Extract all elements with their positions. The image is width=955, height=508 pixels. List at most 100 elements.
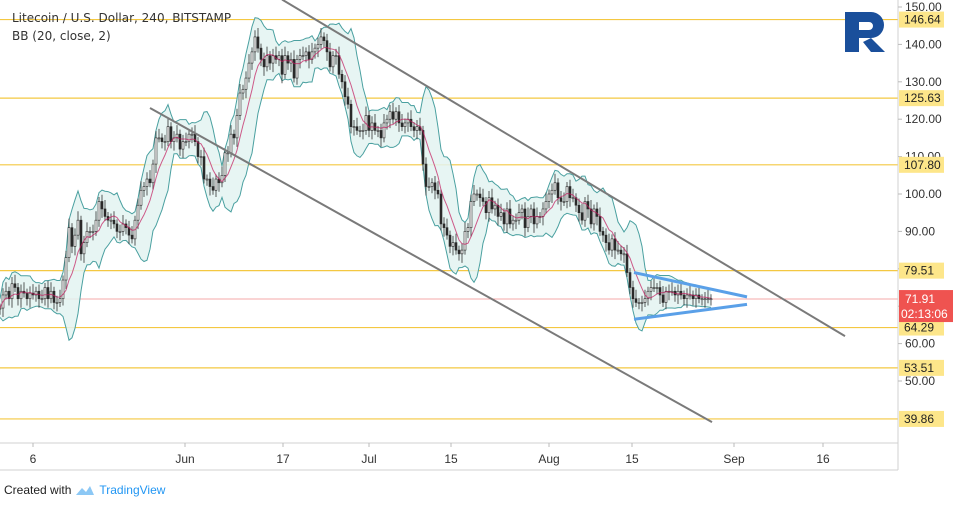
candle-body	[547, 193, 551, 202]
candle-body	[238, 92, 242, 116]
candle-body	[421, 130, 425, 165]
x-axis[interactable]: 6 Jun 17 Jul 15 Aug 15 Sep 16	[30, 443, 830, 466]
x-tick-label: 6	[30, 452, 37, 466]
candle-body	[73, 234, 77, 247]
candle-body	[358, 130, 362, 132]
candle-body	[94, 219, 98, 232]
chart-title: Litecoin / U.S. Dollar, 240, BITSTAMP	[12, 11, 232, 25]
candle-body	[448, 234, 452, 247]
candle-body	[55, 302, 59, 304]
candle-body	[298, 55, 302, 60]
candle-body	[196, 141, 200, 157]
footer-credit[interactable]: Created with TradingView	[4, 483, 165, 497]
candle-body	[163, 141, 167, 143]
candle-body	[229, 133, 233, 154]
triangle-trendline[interactable]	[633, 302, 748, 321]
candle-body	[34, 290, 38, 296]
candle-body	[451, 242, 455, 247]
candle-body	[70, 227, 74, 247]
candle-body	[283, 55, 287, 75]
level-tag-bg	[899, 156, 944, 173]
level-tag-label: 146.64	[904, 13, 941, 27]
candle-body	[253, 36, 257, 53]
candle-body	[700, 298, 704, 301]
level-tag-bg	[899, 90, 944, 107]
candle-body	[61, 279, 65, 300]
candle-body	[460, 249, 464, 255]
x-tick-label: 15	[444, 452, 458, 466]
candle-body	[115, 223, 119, 232]
level-tag-bg	[899, 262, 944, 279]
candle-body	[4, 290, 8, 296]
candle-body	[415, 126, 419, 131]
candle-body	[148, 178, 152, 184]
candle-body	[388, 111, 392, 120]
candle-body	[622, 253, 626, 256]
candle-body	[310, 51, 314, 60]
candle-body	[706, 298, 710, 301]
channel-trendline[interactable]	[149, 107, 713, 424]
x-tick-label: 17	[276, 452, 290, 466]
candle-body	[616, 249, 620, 252]
candle-body	[544, 201, 548, 210]
candle-body	[103, 208, 107, 217]
current-price-tag-bg	[899, 290, 953, 323]
tradingview-brand[interactable]: TradingView	[99, 483, 166, 497]
candle-body	[694, 294, 698, 300]
candle-body	[205, 178, 209, 181]
candle-body	[280, 55, 284, 75]
candle-body	[628, 272, 632, 288]
candle-body	[391, 111, 395, 120]
candle-body	[397, 111, 401, 124]
candle-body	[0, 307, 2, 310]
candle-body	[514, 219, 518, 222]
candle-body	[583, 201, 587, 221]
level-tag-label: 107.80	[904, 158, 941, 172]
y-tick-label: 140.00	[905, 37, 942, 51]
candle-body	[466, 227, 470, 232]
candle-body	[403, 122, 407, 127]
candle-body	[331, 55, 335, 68]
bollinger-upper-band	[0, 17, 712, 299]
drawing-annotations[interactable]	[149, 0, 846, 424]
candle-body	[496, 204, 500, 217]
candle-body	[658, 287, 662, 296]
candle-body	[190, 133, 194, 136]
candle-body	[664, 290, 668, 303]
candle-body	[169, 126, 173, 142]
candle-body	[268, 55, 272, 64]
candle-body	[526, 216, 530, 228]
candle-body	[355, 126, 359, 131]
y-tick-label: 120.00	[905, 112, 942, 126]
broker-logo-icon	[845, 12, 885, 52]
candle-body	[130, 234, 134, 240]
channel-trendline[interactable]	[281, 0, 846, 337]
y-tick-label: 90.00	[905, 224, 935, 238]
candle-body	[559, 197, 563, 202]
candle-body	[562, 201, 566, 203]
candle-body	[625, 253, 629, 273]
x-tick-label: Jun	[175, 452, 194, 466]
candle-body	[598, 216, 602, 232]
indicator-legend[interactable]: BB (20, close, 2)	[12, 29, 111, 43]
current-price-label: 71.91	[905, 292, 935, 306]
candle-body	[487, 197, 491, 214]
candle-body	[580, 212, 584, 221]
level-tag-label: 125.63	[904, 91, 941, 105]
candle-body	[157, 137, 161, 140]
candle-body	[553, 182, 557, 191]
candle-body	[424, 163, 428, 187]
candle-body	[409, 118, 413, 127]
candle-body	[76, 219, 80, 236]
candle-body	[250, 51, 254, 64]
x-tick-label: 15	[625, 452, 639, 466]
level-price-tags: 146.64 125.63 107.80 79.51 64.29 53.51 39.86	[899, 11, 944, 427]
candle-body	[475, 193, 479, 196]
level-tag-bg	[899, 11, 944, 28]
candle-body	[472, 193, 476, 202]
candle-body	[64, 257, 68, 281]
triangle-trendline[interactable]	[633, 271, 748, 299]
candle-body	[343, 81, 347, 98]
